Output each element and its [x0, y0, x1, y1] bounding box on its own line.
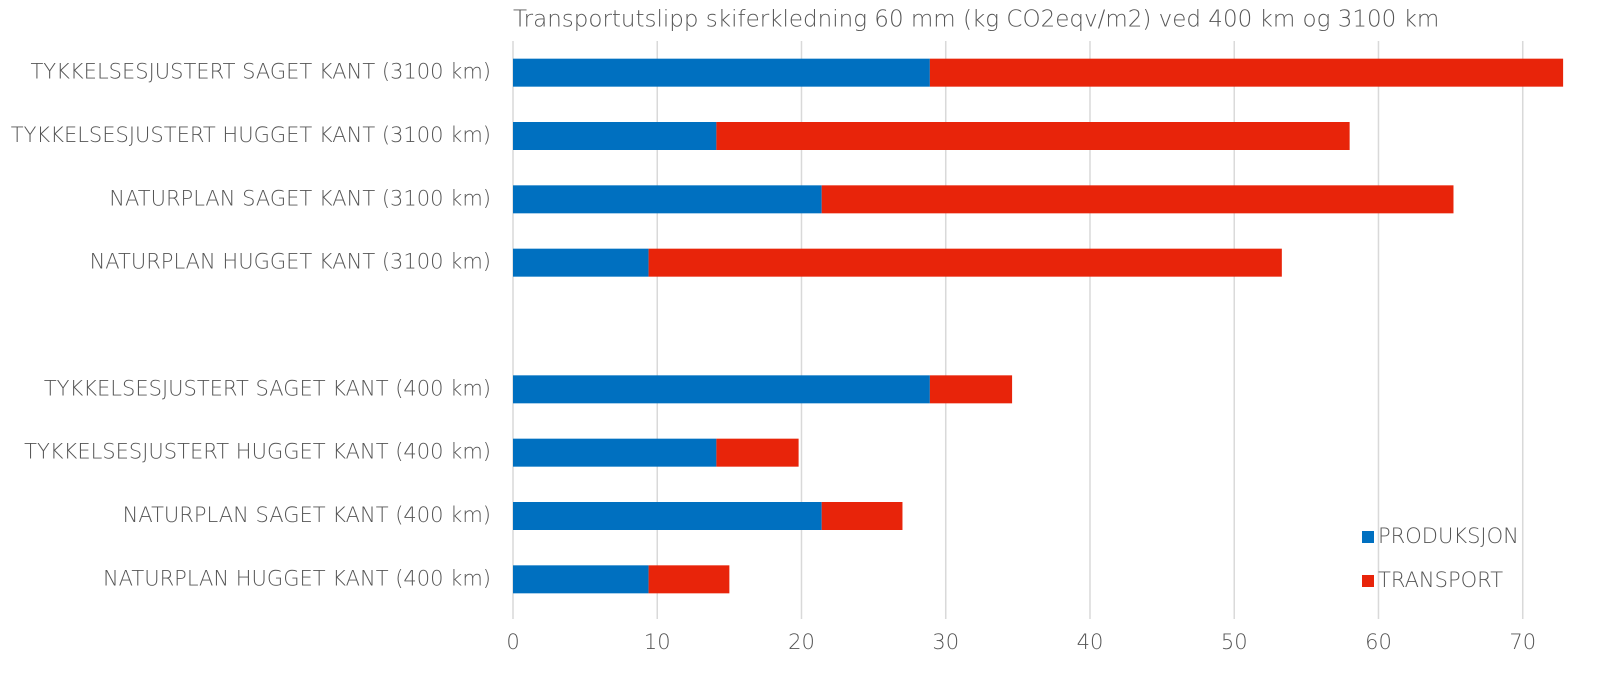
legend-swatch [1362, 531, 1374, 543]
bar-segment [513, 375, 930, 404]
x-tick-label: 10 [644, 630, 671, 654]
bar-segment [929, 58, 1564, 87]
x-tick-label: 0 [506, 630, 519, 654]
y-tick-label: NATURPLAN HUGGET KANT (3100 km) [90, 250, 491, 274]
bar-segment [648, 565, 730, 594]
chart-title: Transportutslipp skiferkledning 60 mm (k… [513, 7, 1439, 33]
legend-swatch [1362, 575, 1374, 587]
bar-segment [513, 502, 822, 530]
bar-segment [716, 438, 799, 467]
bar-segment [513, 438, 717, 467]
y-tick-label: TYKKELSESJUSTERT SAGET KANT (3100 km) [30, 60, 491, 84]
y-tick-label: NATURPLAN HUGGET KANT (400 km) [103, 566, 491, 590]
x-tick-label: 60 [1365, 630, 1392, 654]
legend-label: TRANSPORT [1378, 568, 1503, 592]
x-tick-label: 20 [788, 630, 815, 654]
x-tick-label: 40 [1077, 630, 1104, 654]
y-tick-label: NATURPLAN SAGET KANT (3100 km) [109, 186, 491, 210]
bar-segment [513, 565, 649, 594]
bar-segment [821, 185, 1454, 214]
bar-segment [513, 248, 649, 277]
bar-segment [821, 502, 903, 530]
x-tick-label: 70 [1509, 630, 1536, 654]
legend-label: PRODUKSJON [1378, 524, 1519, 548]
y-tick-label: TYKKELSESJUSTERT SAGET KANT (400 km) [44, 376, 491, 400]
bar-segment [513, 122, 717, 150]
y-tick-label: TYKKELSESJUSTERT HUGGET KANT (3100 km) [11, 123, 491, 147]
x-tick-label: 30 [932, 630, 959, 654]
bar-segment [716, 122, 1350, 150]
x-tick-label: 50 [1221, 630, 1248, 654]
y-tick-label: TYKKELSESJUSTERT HUGGET KANT (400 km) [24, 440, 491, 464]
bar-segment [513, 58, 930, 87]
bar-segment [648, 248, 1282, 277]
bar-segment [929, 375, 1013, 404]
y-tick-label: NATURPLAN SAGET KANT (400 km) [123, 503, 491, 527]
bar-segment [513, 185, 822, 214]
